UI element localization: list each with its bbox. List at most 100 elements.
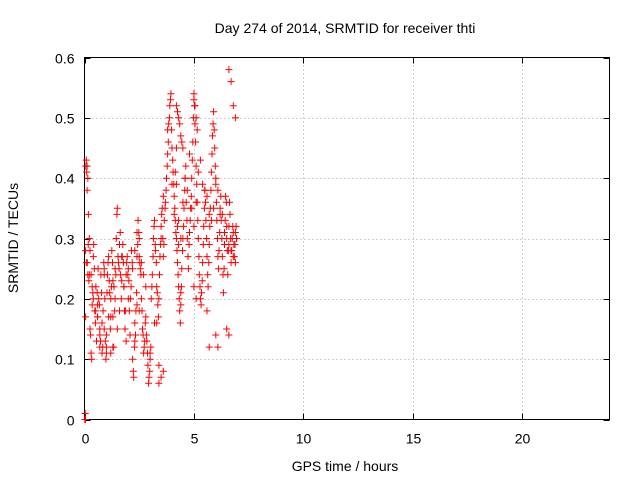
data-point [91, 319, 99, 327]
data-point [102, 331, 110, 339]
data-point [109, 343, 117, 351]
data-point [88, 283, 96, 291]
data-point [222, 192, 230, 200]
data-point [132, 331, 139, 339]
data-point [178, 265, 186, 273]
data-point [106, 289, 114, 297]
data-point [175, 295, 183, 303]
y-tick-label: 0.4 [55, 171, 75, 187]
data-point [183, 186, 191, 194]
data-point [185, 241, 193, 248]
data-point [82, 259, 90, 267]
y-tick-label: 0.1 [55, 352, 75, 368]
data-point [96, 343, 104, 351]
data-point [163, 174, 170, 182]
data-point [155, 295, 163, 303]
data-point [140, 271, 148, 279]
data-point [177, 301, 185, 309]
data-point [191, 102, 199, 110]
data-point [195, 271, 203, 279]
data-point [174, 222, 181, 230]
data-point [154, 301, 162, 309]
data-point [85, 235, 93, 242]
data-point [193, 126, 201, 134]
axis-ticks: 0 0.1 0.2 0.3 0.4 0.5 0.6 0 5 10 15 20 [55, 51, 610, 447]
data-point [100, 265, 108, 273]
x-tick-label: 10 [296, 431, 312, 447]
data-point [110, 283, 118, 291]
data-point [175, 114, 183, 122]
x-tick-label: 5 [191, 431, 199, 447]
x-tick-label: 15 [406, 431, 422, 447]
data-point [231, 259, 239, 267]
data-point [169, 156, 177, 164]
data-point [192, 295, 200, 303]
data-point [159, 367, 167, 375]
data-point [145, 379, 153, 387]
data-point [177, 235, 185, 242]
data-point [129, 265, 137, 273]
data-point [135, 307, 143, 315]
data-point [105, 313, 113, 321]
data-point [163, 162, 171, 170]
data-point [220, 265, 228, 273]
data-point [231, 241, 239, 248]
data-point [190, 90, 198, 98]
data-point [202, 198, 209, 206]
data-point [84, 174, 92, 182]
data-point [172, 180, 180, 188]
data-point [212, 331, 220, 339]
data-point [178, 138, 186, 146]
data-point [149, 235, 157, 242]
data-point [210, 204, 218, 212]
data-point [177, 289, 185, 297]
data-point [136, 265, 144, 273]
data-point [179, 144, 187, 152]
data-point [205, 210, 213, 218]
data-point [117, 295, 125, 303]
data-point [186, 150, 193, 158]
data-point [137, 295, 145, 303]
data-point [88, 355, 96, 363]
data-point [216, 204, 224, 212]
data-point [227, 78, 235, 86]
data-point [118, 277, 126, 285]
data-point [231, 229, 239, 236]
data-point [207, 186, 215, 194]
data-point [180, 222, 188, 230]
data-point [225, 241, 233, 248]
data-point [134, 216, 142, 224]
data-point [231, 114, 239, 122]
data-point [177, 132, 185, 140]
plot-frame [84, 57, 610, 420]
data-point [206, 222, 214, 230]
data-point [122, 337, 130, 345]
data-point [212, 174, 220, 182]
data-point [174, 259, 181, 267]
data-point [188, 204, 196, 212]
data-point [87, 271, 95, 279]
data-point [81, 416, 89, 423]
data-point [211, 162, 219, 170]
data-point [203, 235, 211, 242]
data-point [83, 168, 91, 176]
data-point [108, 247, 116, 255]
data-point [200, 204, 208, 212]
data-point [106, 325, 114, 333]
data-point [176, 120, 184, 128]
data-point [89, 295, 97, 303]
data-point [192, 114, 200, 122]
data-point [81, 410, 89, 417]
data-point [101, 337, 109, 345]
data-point [165, 120, 173, 128]
data-point [113, 210, 121, 218]
data-point [155, 379, 163, 387]
y-axis-label: SRMTID / TECUs [5, 183, 21, 293]
data-point [87, 331, 95, 339]
data-point [111, 265, 119, 273]
data-point [139, 325, 146, 333]
data-point [165, 114, 173, 122]
data-point [135, 235, 143, 242]
